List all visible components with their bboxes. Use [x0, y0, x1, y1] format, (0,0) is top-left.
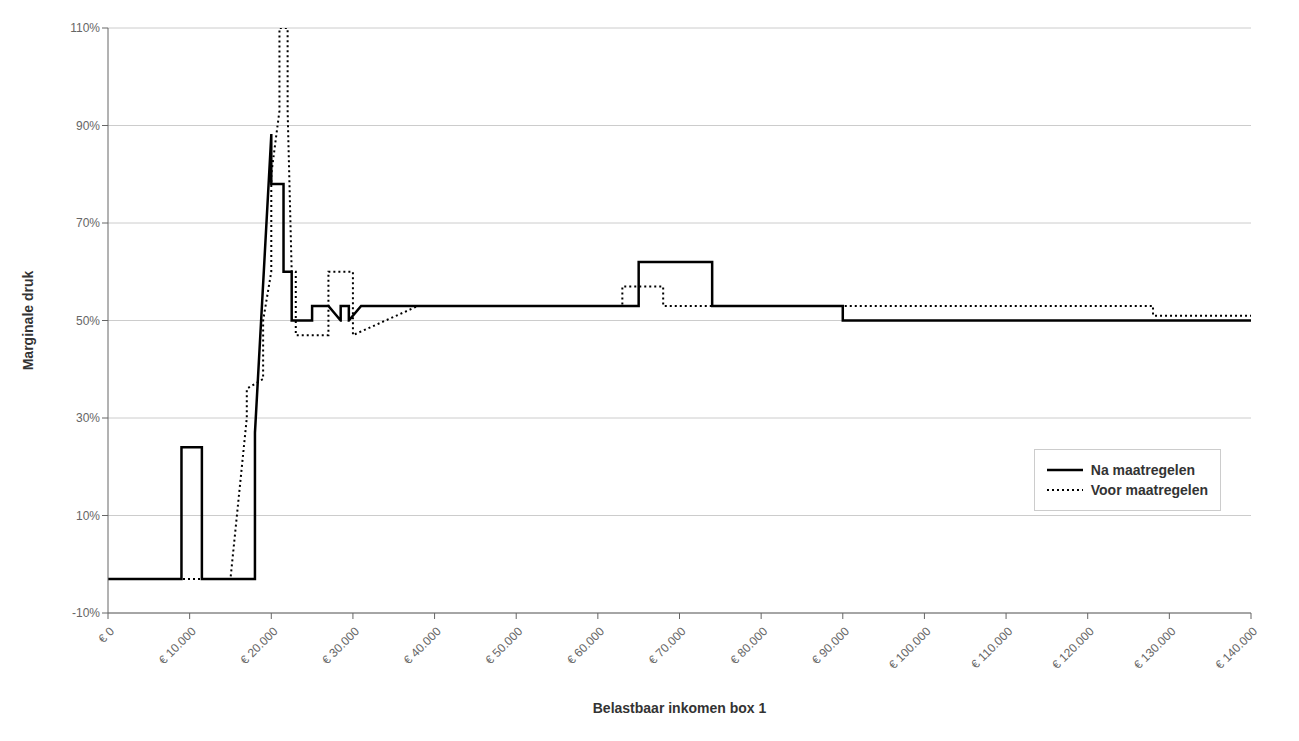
svg-text:€ 120.000: € 120.000 — [1049, 624, 1097, 672]
svg-text:€ 140.000: € 140.000 — [1213, 624, 1261, 672]
svg-text:-10%: -10% — [72, 606, 100, 620]
html-text:Voor maatregelen: Voor maatregelen — [1090, 482, 1208, 499]
svg-text:€ 70.000: € 70.000 — [646, 624, 689, 667]
svg-text:€ 40.000: € 40.000 — [401, 624, 444, 667]
svg-text:Marginale druk: Marginale druk — [20, 271, 36, 371]
svg-text:70%: 70% — [76, 216, 100, 230]
svg-text:€ 10.000: € 10.000 — [156, 624, 199, 667]
svg-text:€ 60.000: € 60.000 — [564, 624, 607, 667]
svg-text:30%: 30% — [76, 411, 100, 425]
svg-text:€ 130.000: € 130.000 — [1131, 624, 1179, 672]
svg-text:110%: 110% — [70, 21, 100, 35]
svg-text:10%: 10% — [76, 509, 100, 523]
svg-text:€ 100.000: € 100.000 — [886, 624, 934, 672]
svg-text:€ 80.000: € 80.000 — [727, 624, 770, 667]
svg-text:€ 90.000: € 90.000 — [809, 624, 852, 667]
svg-text:€ 110.000: € 110.000 — [968, 624, 1015, 671]
svg-text:€ 30.000: € 30.000 — [319, 624, 362, 667]
svg-text:90%: 90% — [76, 119, 100, 133]
svg-text:50%: 50% — [76, 314, 100, 328]
html-text:Na maatregelen: Na maatregelen — [1090, 462, 1195, 479]
svg-text:Belastbaar inkomen box 1: Belastbaar inkomen box 1 — [593, 700, 767, 716]
svg-text:€ 0: € 0 — [95, 624, 117, 646]
svg-text:€ 20.000: € 20.000 — [238, 624, 281, 667]
svg-text:€ 50.000: € 50.000 — [482, 624, 525, 667]
